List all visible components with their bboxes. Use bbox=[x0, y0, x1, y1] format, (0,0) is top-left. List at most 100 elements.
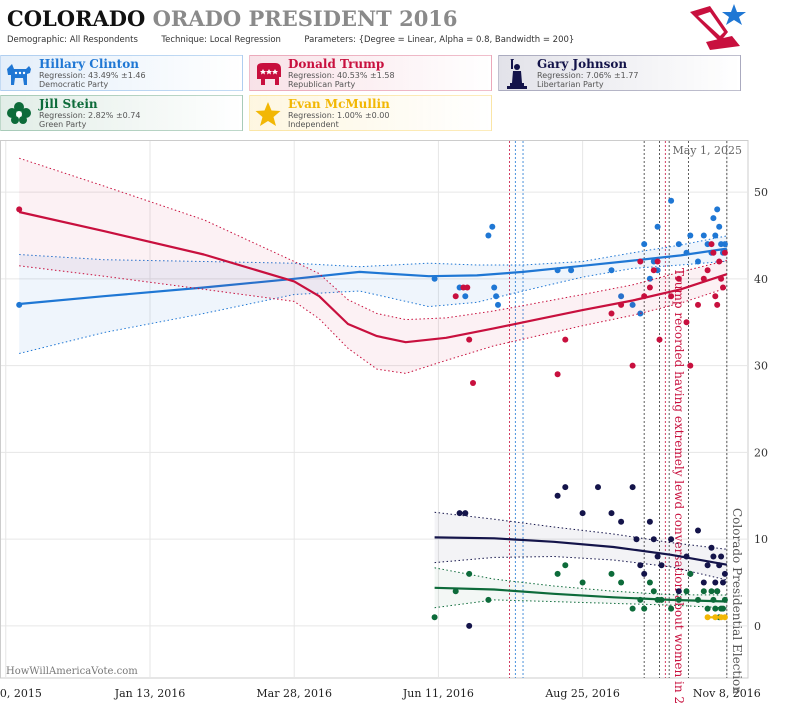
jill-stein-poll-point bbox=[641, 605, 648, 612]
evan-mcmullin-poll-point bbox=[712, 614, 719, 621]
jill-stein-poll-point bbox=[695, 596, 701, 603]
demographic-label: Demographic: bbox=[7, 35, 68, 45]
jill-stein-poll-point bbox=[562, 562, 569, 569]
chart-svg: 0 10 20 30 40 50 Oct 30, 2015 Jan 13, 2016 Mar 2… bbox=[0, 140, 768, 704]
donald-trump-poll-point bbox=[562, 336, 569, 343]
donald-trump-poll-point bbox=[716, 258, 723, 265]
hillary-clinton-poll-point bbox=[654, 223, 661, 230]
hillary-clinton-poll-point bbox=[675, 241, 682, 248]
jill-stein-poll-point bbox=[608, 570, 615, 577]
gary-johnson-poll-point bbox=[654, 553, 661, 560]
jill-stein-poll-point bbox=[714, 588, 721, 595]
jill-stein-poll-point bbox=[637, 596, 644, 603]
technique-value: Local Regression bbox=[209, 35, 281, 45]
donkey-icon bbox=[3, 58, 35, 89]
donald-trump-poll-point bbox=[470, 380, 476, 386]
y-tick-label: 10 bbox=[754, 533, 768, 546]
gary-johnson-poll-point bbox=[658, 562, 665, 569]
candidate-regression: Regression: 1.00% ±0.00 bbox=[288, 111, 390, 120]
gary-johnson-poll-point bbox=[608, 510, 615, 517]
gary-johnson-poll-point bbox=[720, 579, 726, 586]
elephant-icon bbox=[252, 58, 284, 89]
gary-johnson-poll-point bbox=[721, 570, 728, 577]
jill-stein-poll-point bbox=[554, 570, 561, 577]
jill-stein-poll-point bbox=[720, 605, 726, 612]
candidate-name: Donald Trump bbox=[288, 57, 385, 71]
gary-johnson-poll-point bbox=[618, 518, 625, 525]
hillary-clinton-poll-point bbox=[712, 232, 719, 239]
jill-stein-poll-point bbox=[485, 596, 492, 603]
jill-stein-poll-point bbox=[466, 570, 473, 577]
candidate-party: Republican Party bbox=[288, 80, 356, 89]
jill-stein-poll-point bbox=[579, 579, 586, 586]
donald-trump-poll-point bbox=[714, 301, 721, 308]
gary-johnson-poll-point bbox=[579, 510, 586, 517]
gary-johnson-poll-point bbox=[637, 562, 644, 569]
hillary-clinton-poll-point bbox=[568, 267, 575, 274]
donald-trump-poll-point bbox=[654, 258, 661, 265]
technique-label: Technique: bbox=[161, 35, 208, 45]
gary-johnson-poll-point bbox=[456, 510, 463, 517]
donald-trump-poll-point bbox=[452, 293, 459, 300]
candidate-card-evan-mcmullin[interactable]: Evan McMullin Regression: 1.00% ±0.00 Inde… bbox=[249, 95, 492, 131]
chart-area: 0 10 20 30 40 50 Oct 30, 2015 Jan 13, 2016 Mar 2… bbox=[0, 140, 789, 704]
parameters-value: {Degree = Linear, Alpha = 0.8, Bandwidth… bbox=[358, 35, 575, 45]
donald-trump-poll-point bbox=[720, 284, 726, 291]
candidate-card-jill-stein[interactable]: Jill Stein Regression: 2.82% ±0.74 Green P… bbox=[0, 95, 243, 131]
annotation-label: Trump recorded having extremely lewd con… bbox=[672, 268, 686, 704]
donald-trump-poll-point bbox=[641, 293, 648, 300]
jill-stein-poll-point bbox=[658, 596, 665, 603]
donald-trump-poll-point bbox=[656, 336, 663, 343]
candidate-card-hillary-clinton[interactable]: Hillary Clinton Regression: 43.49% ±1.46 D… bbox=[0, 55, 243, 91]
demographic-value: All Respondents bbox=[69, 35, 138, 45]
y-tick-label: 0 bbox=[754, 620, 761, 633]
donald-trump-poll-point bbox=[464, 284, 471, 291]
candidate-regression: Regression: 40.53% ±1.58 bbox=[288, 71, 395, 80]
hillary-clinton-poll-point bbox=[608, 267, 615, 274]
plot-frame bbox=[0, 140, 749, 679]
donald-trump-poll-point bbox=[668, 293, 675, 300]
x-tick-label: Jun 11, 2016 bbox=[402, 687, 474, 700]
donald-trump-poll-point bbox=[608, 310, 615, 317]
candidate-name: Jill Stein bbox=[39, 97, 98, 111]
gary-johnson-poll-point bbox=[646, 518, 653, 525]
hillary-clinton-poll-point bbox=[710, 215, 717, 222]
candidate-card-donald-trump[interactable]: Donald Trump Regression: 40.53% ±1.58 Repu… bbox=[249, 55, 492, 91]
donald-trump-poll-point bbox=[712, 293, 719, 300]
gary-johnson-poll-point bbox=[668, 536, 675, 543]
hillary-clinton-poll-point bbox=[714, 206, 721, 213]
candidate-party: Green Party bbox=[39, 120, 87, 129]
y-tick-label: 40 bbox=[754, 273, 768, 286]
y-tick-label: 50 bbox=[754, 186, 768, 199]
jill-stein-poll-point bbox=[721, 596, 728, 603]
gary-johnson-poll-point bbox=[595, 484, 601, 491]
donald-trump-poll-point bbox=[466, 336, 473, 343]
candidate-card-gary-johnson[interactable]: Gary Johnson Regression: 7.06% ±1.77 Liber… bbox=[498, 55, 741, 91]
page-title: COLORADO ORADO PRESIDENT 2016 bbox=[7, 6, 458, 31]
donald-trump-poll-point bbox=[700, 275, 707, 282]
jill-stein-poll-point bbox=[629, 605, 636, 612]
x-tick-label: Aug 25, 2016 bbox=[544, 687, 620, 700]
gary-johnson-poll-point bbox=[718, 553, 725, 560]
hillary-clinton-poll-point bbox=[16, 301, 23, 308]
hillary-clinton-poll-point bbox=[491, 284, 498, 291]
gary-johnson-poll-point bbox=[562, 484, 569, 491]
donald-trump-poll-point bbox=[704, 267, 711, 274]
header: COLORADO ORADO PRESIDENT 2016 Demographi… bbox=[0, 0, 789, 52]
hillary-clinton-poll-point bbox=[716, 223, 723, 230]
title-state: COLORADO bbox=[7, 6, 146, 31]
hillary-clinton-poll-point bbox=[462, 293, 469, 300]
parameters-label: Parameters: bbox=[304, 35, 356, 45]
gary-johnson-poll-point bbox=[462, 510, 469, 517]
candidate-regression: Regression: 2.82% ±0.74 bbox=[39, 111, 141, 120]
jill-stein-poll-point bbox=[646, 579, 653, 586]
hillary-clinton-poll-point bbox=[687, 232, 694, 239]
gary-johnson-lower-bound bbox=[434, 555, 727, 581]
site-logo-icon[interactable] bbox=[688, 2, 750, 50]
gary-johnson-poll-point bbox=[704, 562, 711, 569]
jill-stein-poll-point bbox=[708, 588, 715, 595]
donald-trump-poll-point bbox=[721, 249, 728, 256]
jill-stein-poll-point bbox=[650, 588, 657, 595]
jill-stein-poll-point bbox=[675, 596, 682, 603]
hillary-clinton-confidence-band bbox=[19, 235, 727, 354]
